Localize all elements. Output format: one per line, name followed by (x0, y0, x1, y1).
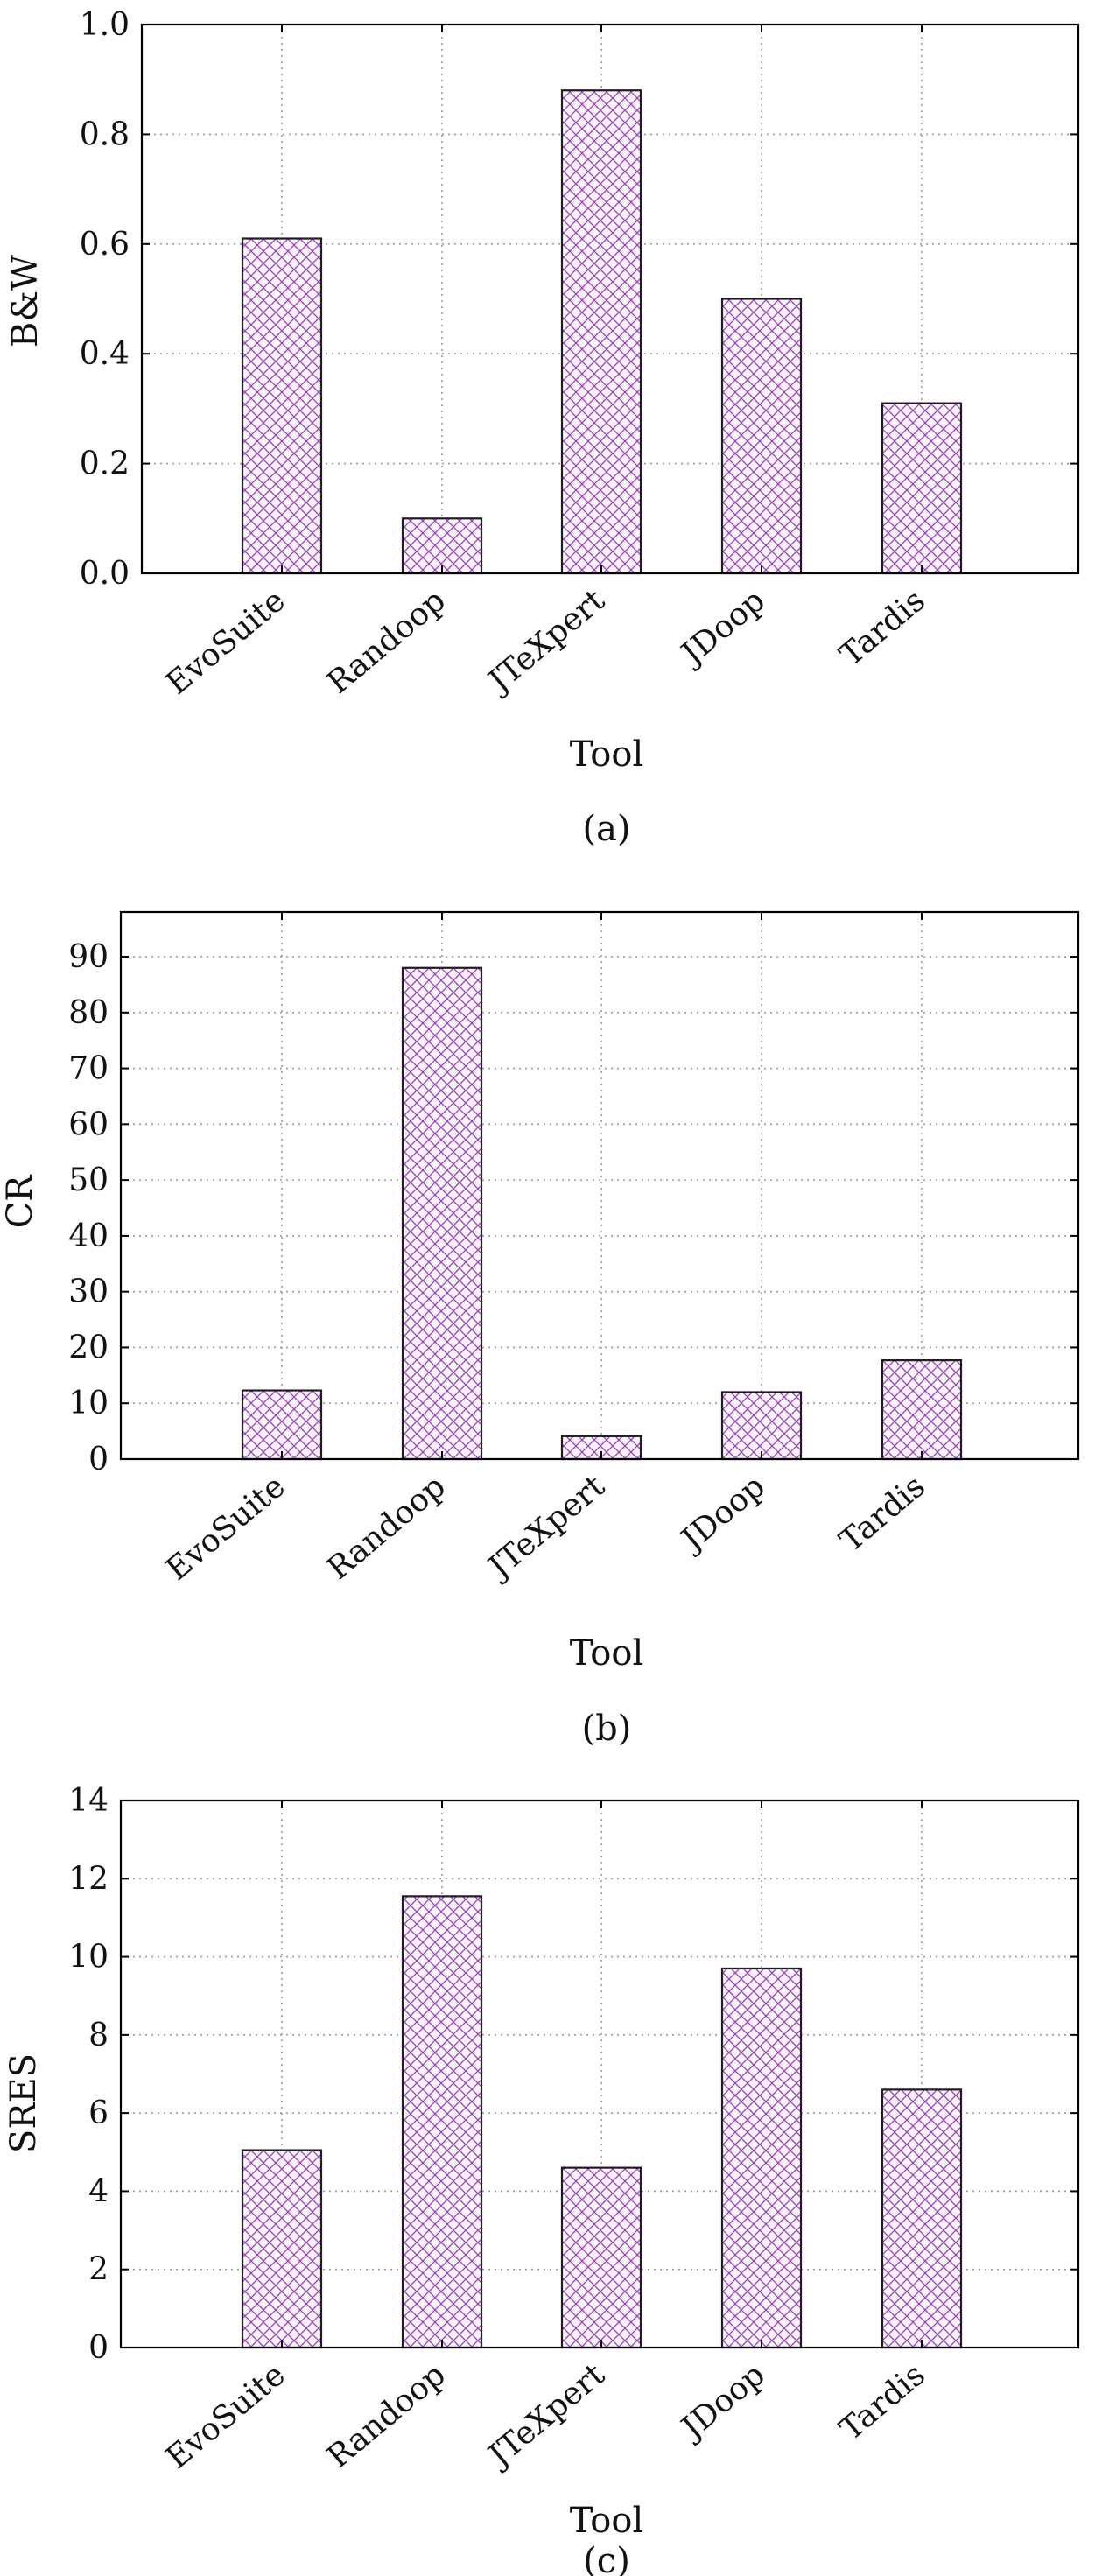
x-axis-label: Tool (570, 1633, 644, 1674)
bar-tardis (881, 402, 963, 575)
x-axis-label: Tool (570, 734, 644, 775)
y-tick-label: 10 (68, 1386, 109, 1421)
plot-frame (119, 910, 1080, 1461)
bar-randoop (401, 517, 483, 575)
x-tick-label: JTeXpert (480, 2356, 612, 2475)
bar-jdoop (720, 298, 803, 575)
y-tick-label: 30 (68, 1274, 109, 1310)
x-tick-label: EvoSuite (159, 582, 292, 701)
bar-randoop (401, 1895, 483, 2349)
bar-evosuite (241, 1389, 323, 1461)
y-tick-label: 0 (88, 1442, 109, 1478)
panel-caption: (b) (582, 1709, 632, 1749)
y-tick-label: 0.6 (80, 227, 130, 263)
y-tick-label: 0.8 (80, 116, 130, 152)
y-tick-label: 20 (68, 1330, 109, 1365)
bar-tardis (881, 1359, 963, 1461)
y-tick-label: 6 (88, 2095, 109, 2131)
x-tick-label: Randoop (320, 582, 452, 701)
y-axis-label: SRES (4, 2053, 44, 2153)
bar-jdoop (720, 1391, 803, 1461)
x-tick-label: EvoSuite (159, 2356, 292, 2475)
y-tick-label: 80 (68, 995, 109, 1031)
y-tick-label: 0.0 (80, 556, 130, 592)
x-tick-label: JDoop (672, 1468, 771, 1559)
panel-caption: (c) (583, 2541, 630, 2576)
bar-jtexpert (560, 2166, 642, 2349)
bar-randoop (401, 966, 483, 1461)
y-tick-label: 14 (68, 1783, 109, 1819)
x-tick-label: Randoop (320, 1468, 452, 1587)
plot-frame (140, 23, 1080, 575)
y-tick-label: 10 (68, 1940, 109, 1976)
y-tick-label: 40 (68, 1218, 109, 1254)
y-tick-label: 50 (68, 1162, 109, 1198)
x-tick-label: EvoSuite (159, 1468, 292, 1587)
y-tick-label: 60 (68, 1106, 109, 1142)
chart-panel-a: B&W Tool (a) 0.0 0.2 0.4 0.6 0.8 1.0 EvoSuite R… (5, 7, 1080, 849)
x-tick-label: JDoop (672, 582, 771, 673)
chart-panel-b: CR Tool (b) 0 10 20 30 40 50 60 70 80 90 EvoSuite R… (0, 910, 1080, 1749)
y-tick-label: 1.0 (80, 7, 130, 43)
bar-evosuite (241, 2149, 323, 2349)
bar-evosuite (241, 237, 323, 575)
y-tick-label: 2 (88, 2252, 109, 2288)
y-tick-label: 90 (68, 939, 109, 975)
x-tick-label: Tardis (833, 582, 932, 673)
chart-panel-c: SRES Tool (c) 0 2 4 6 8 10 12 14 EvoSuite Randoop… (4, 1783, 1080, 2576)
bar-tardis (881, 2088, 963, 2349)
plot-frame (119, 1799, 1080, 2349)
bar-jdoop (720, 1967, 803, 2349)
x-tick-label: JDoop (672, 2356, 771, 2447)
y-axis-label: B&W (5, 255, 46, 347)
y-tick-label: 4 (88, 2173, 109, 2209)
x-tick-label: Tardis (833, 1468, 932, 1559)
y-tick-label: 12 (68, 1861, 109, 1897)
x-tick-label: JTeXpert (480, 582, 612, 701)
x-tick-label: JTeXpert (480, 1468, 612, 1587)
x-axis-label: Tool (570, 2501, 644, 2541)
y-tick-label: 0 (88, 2330, 109, 2366)
bar-jtexpert (560, 89, 642, 575)
y-tick-label: 0.4 (80, 336, 130, 372)
y-axis-label: CR (0, 1174, 40, 1229)
x-tick-label: Tardis (833, 2356, 932, 2447)
x-tick-label: Randoop (320, 2356, 452, 2475)
y-tick-label: 0.2 (80, 446, 130, 482)
y-tick-label: 70 (68, 1051, 109, 1087)
y-tick-label: 8 (88, 2018, 109, 2053)
panel-caption: (a) (582, 809, 630, 849)
